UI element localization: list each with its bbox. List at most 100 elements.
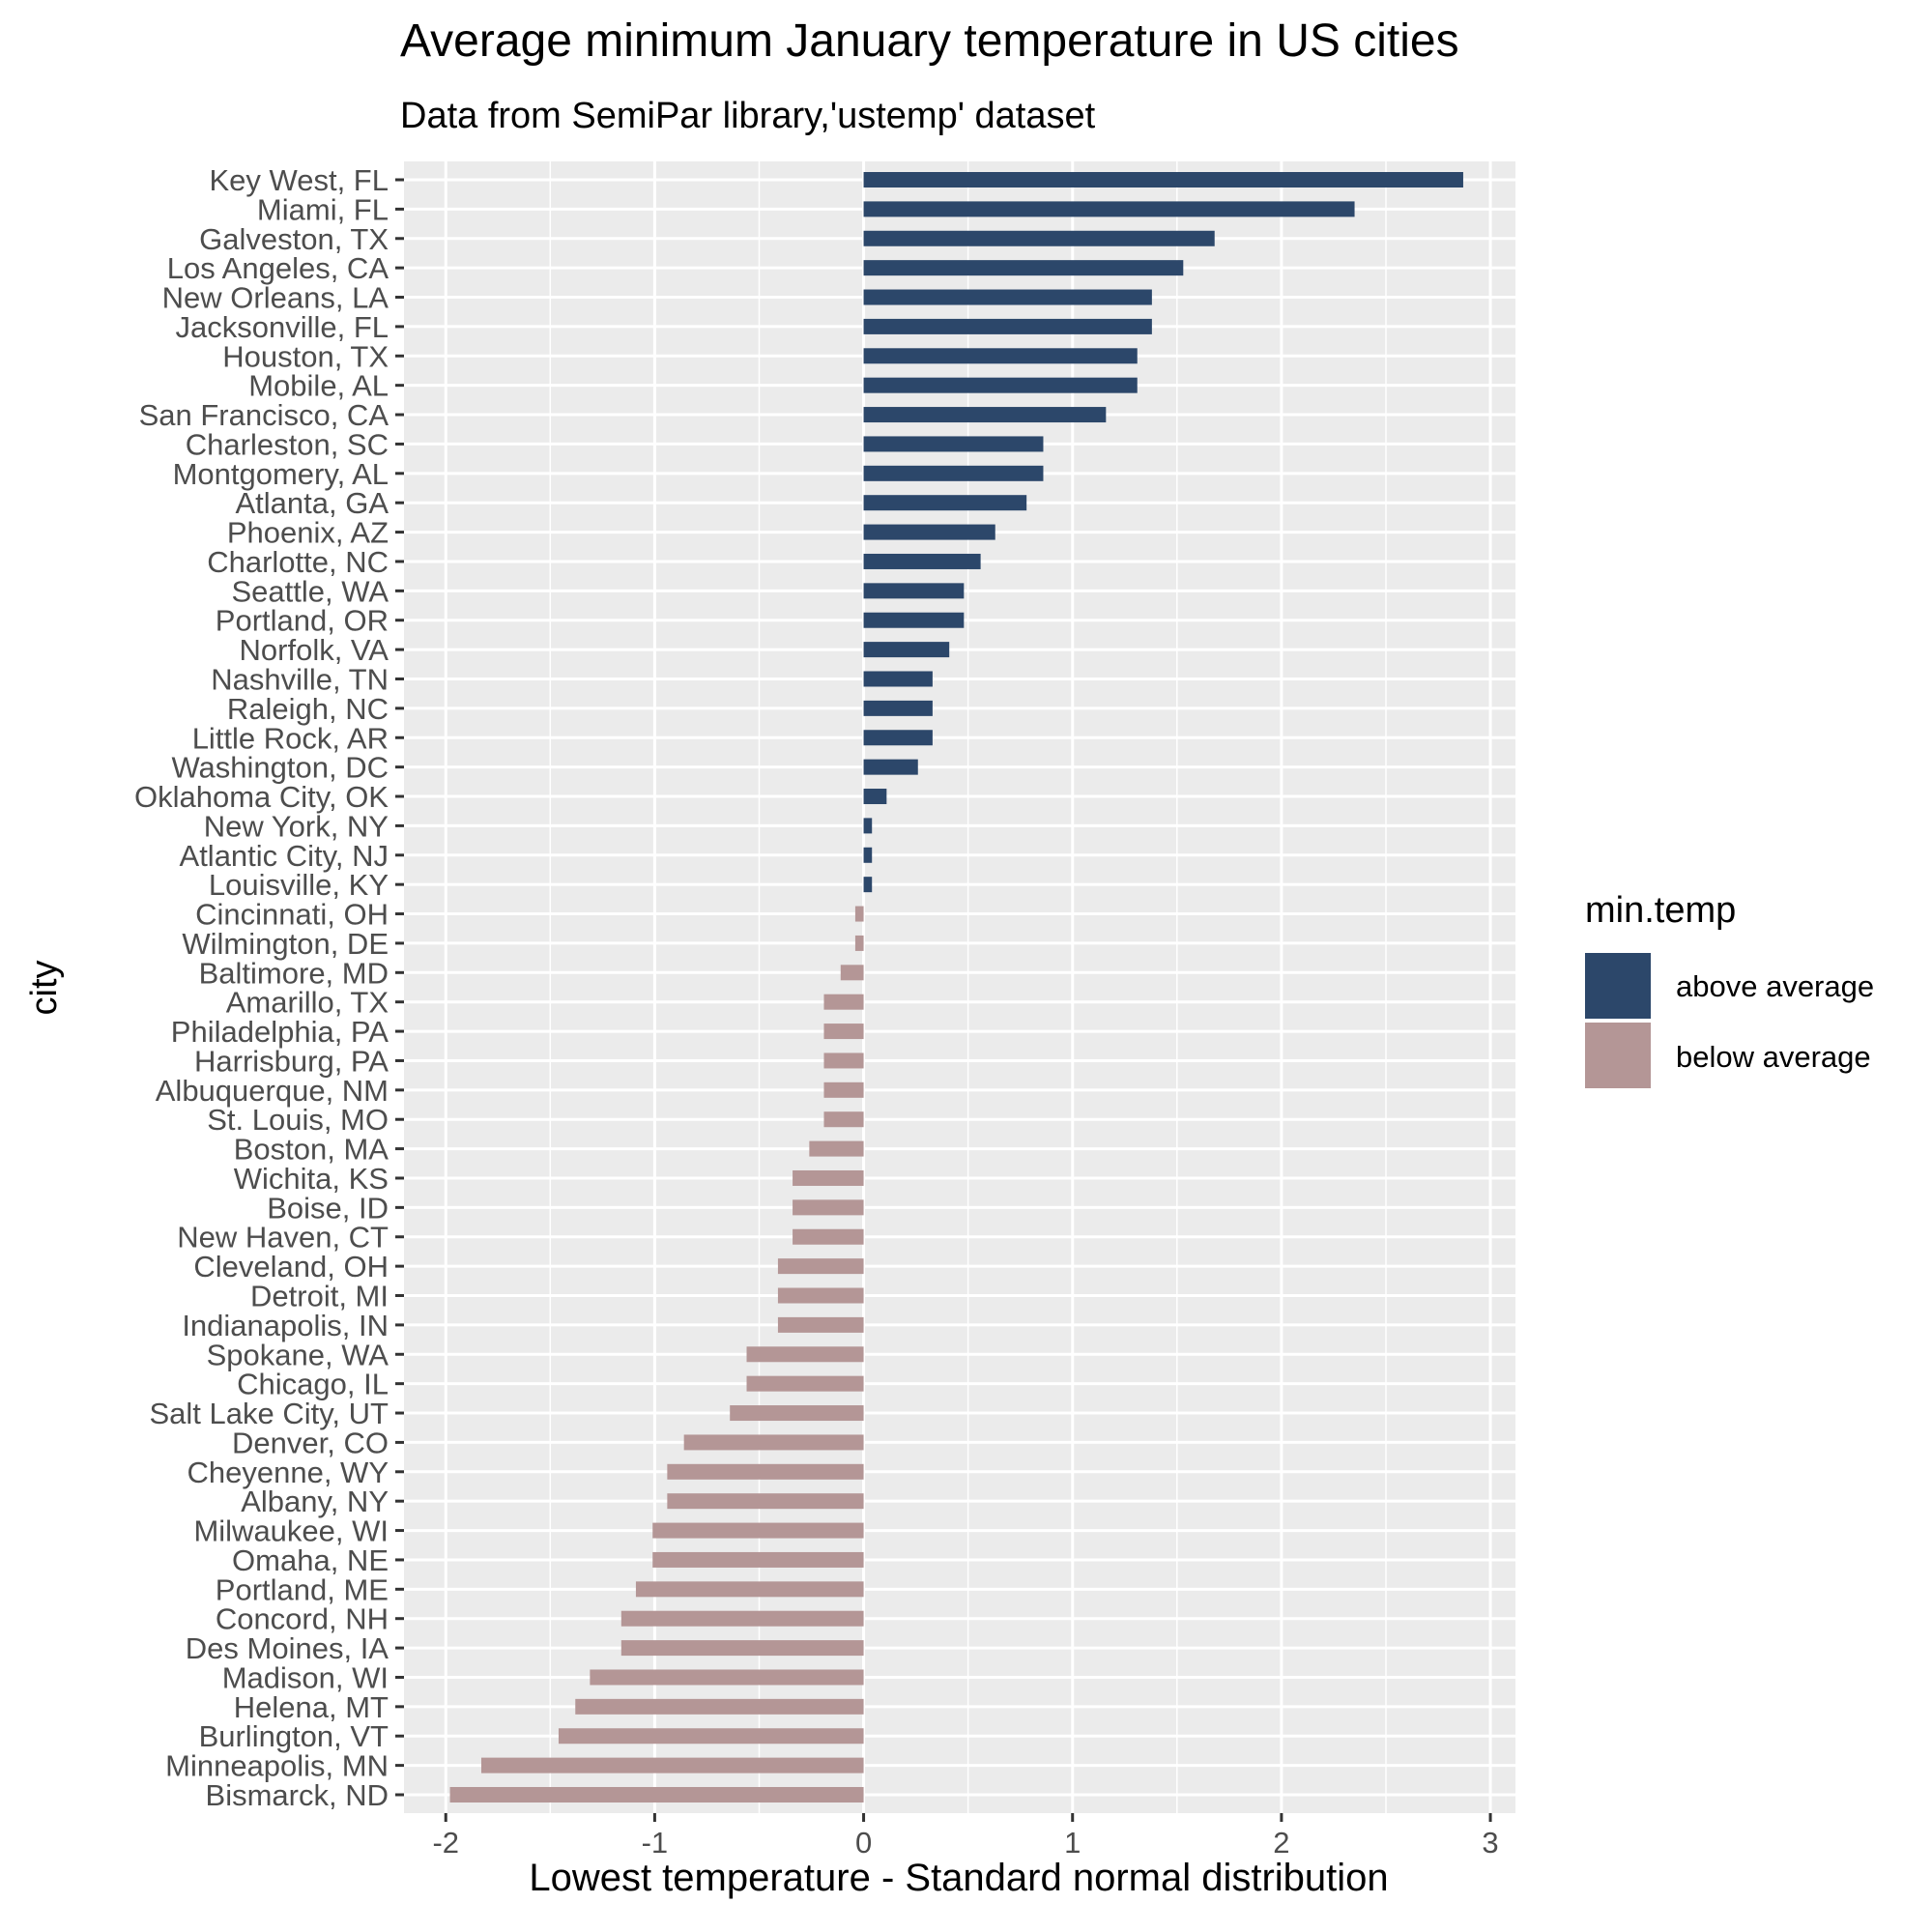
y-tick-label: Cincinnati, OH [195,898,389,932]
y-tick-label: Harrisburg, PA [194,1044,389,1078]
bar [863,789,887,805]
y-tick-label: Portland, ME [216,1572,389,1606]
y-tick-label: Key West, FL [210,163,389,197]
bar [667,1493,864,1510]
bar [823,994,864,1010]
bar [863,318,1152,334]
bar [863,260,1184,276]
x-axis: -2 -1 0 1 2 3 [432,1813,1499,1860]
bar [590,1669,864,1686]
bar [777,1258,864,1275]
x-tick-label: 1 [1064,1826,1081,1860]
y-tick-label: Louisville, KY [209,868,389,902]
x-tick-label: 0 [855,1826,872,1860]
bar [863,877,873,893]
x-tick-label: 3 [1482,1826,1498,1860]
y-tick-label: Montgomery, AL [173,457,389,491]
chart-subtitle: Data from SemiPar library,'ustemp' datas… [400,96,1096,136]
y-tick-label: Detroit, MI [250,1280,389,1313]
bar [730,1405,864,1422]
x-tick-label: -2 [432,1826,459,1860]
y-tick-label: Cleveland, OH [193,1250,389,1283]
bar [863,172,1463,187]
bar [863,553,981,569]
bar [863,847,873,863]
bar [863,348,1138,364]
y-tick-label: Minneapolis, MN [165,1749,389,1783]
bar [823,1053,864,1069]
y-tick-label: San Francisco, CA [139,398,389,432]
bar [793,1199,864,1216]
grid-major [404,161,1515,1813]
y-tick-label: Wilmington, DE [182,927,389,961]
legend: min.temp above average below average [1585,890,1874,1088]
bar [809,1140,864,1157]
y-tick-label: Jacksonville, FL [175,310,389,344]
bar [863,612,965,628]
chart-title: Average minimum January temperature in U… [400,15,1459,67]
y-tick-label: Albany, NY [241,1485,389,1518]
y-tick-label: Oklahoma City, OK [134,780,389,814]
y-tick-label: Atlanta, GA [235,486,389,520]
y-tick-label: Baltimore, MD [199,956,389,990]
bar [823,1081,864,1098]
y-tick-label: Atlantic City, NJ [180,839,389,873]
y-tick-label: Seattle, WA [231,574,389,608]
bar [480,1757,864,1773]
y-tick-label: Mobile, AL [248,369,389,403]
y-tick-label: Boston, MA [234,1133,389,1167]
bar [558,1728,864,1745]
bar [863,201,1355,217]
legend-label-below-average: below average [1676,1040,1871,1074]
y-tick-label: Portland, OR [216,604,389,638]
y-tick-label: Madison, WI [222,1660,389,1694]
x-axis-title: Lowest temperature - Standard normal dis… [529,1857,1388,1899]
bar [854,935,864,951]
y-tick-label: Milwaukee, WI [193,1514,389,1548]
bar [863,730,933,746]
legend-label-above-average: above average [1676,969,1874,1003]
bar [863,818,873,834]
y-tick-label: Amarillo, TX [226,986,389,1020]
y-tick-label: St. Louis, MO [207,1103,389,1137]
bar [793,1228,864,1245]
bar [863,230,1215,246]
bar [823,1111,864,1128]
y-tick-label: Nashville, TN [211,662,389,696]
y-tick-label: Salt Lake City, UT [149,1397,389,1430]
bar [840,965,864,981]
bars [449,172,1463,1802]
y-tick-label: Burlington, VT [199,1719,389,1753]
legend-key-below-average [1585,1023,1651,1088]
bar [777,1316,864,1333]
y-tick-label: Phoenix, AZ [227,516,389,550]
x-tick-label: 2 [1273,1826,1289,1860]
y-tick-label: Denver, CO [232,1426,389,1459]
bar [652,1551,864,1568]
bar [575,1698,864,1715]
x-tick-label: -1 [642,1826,669,1860]
bar [449,1787,864,1802]
y-tick-label: Chicago, IL [237,1368,389,1401]
y-tick-label: Boise, ID [267,1191,389,1225]
y-tick-label: Indianapolis, IN [182,1309,389,1342]
legend-title: min.temp [1585,890,1736,931]
bar [863,524,995,540]
y-tick-label: Helena, MT [234,1690,389,1724]
y-tick-label: Los Angeles, CA [167,251,389,285]
bar [863,583,965,599]
bar [793,1169,864,1186]
bar [746,1375,864,1392]
bar [854,906,864,922]
y-tick-label: Galveston, TX [199,222,389,256]
legend-key-above-average [1585,953,1651,1019]
bar [863,465,1044,481]
bar [863,495,1027,511]
y-tick-label: Philadelphia, PA [171,1015,389,1049]
y-tick-label: Charleston, SC [186,427,389,461]
bar [863,407,1107,423]
bar [667,1463,864,1480]
bar [863,436,1044,452]
y-tick-label: Miami, FL [257,192,389,226]
